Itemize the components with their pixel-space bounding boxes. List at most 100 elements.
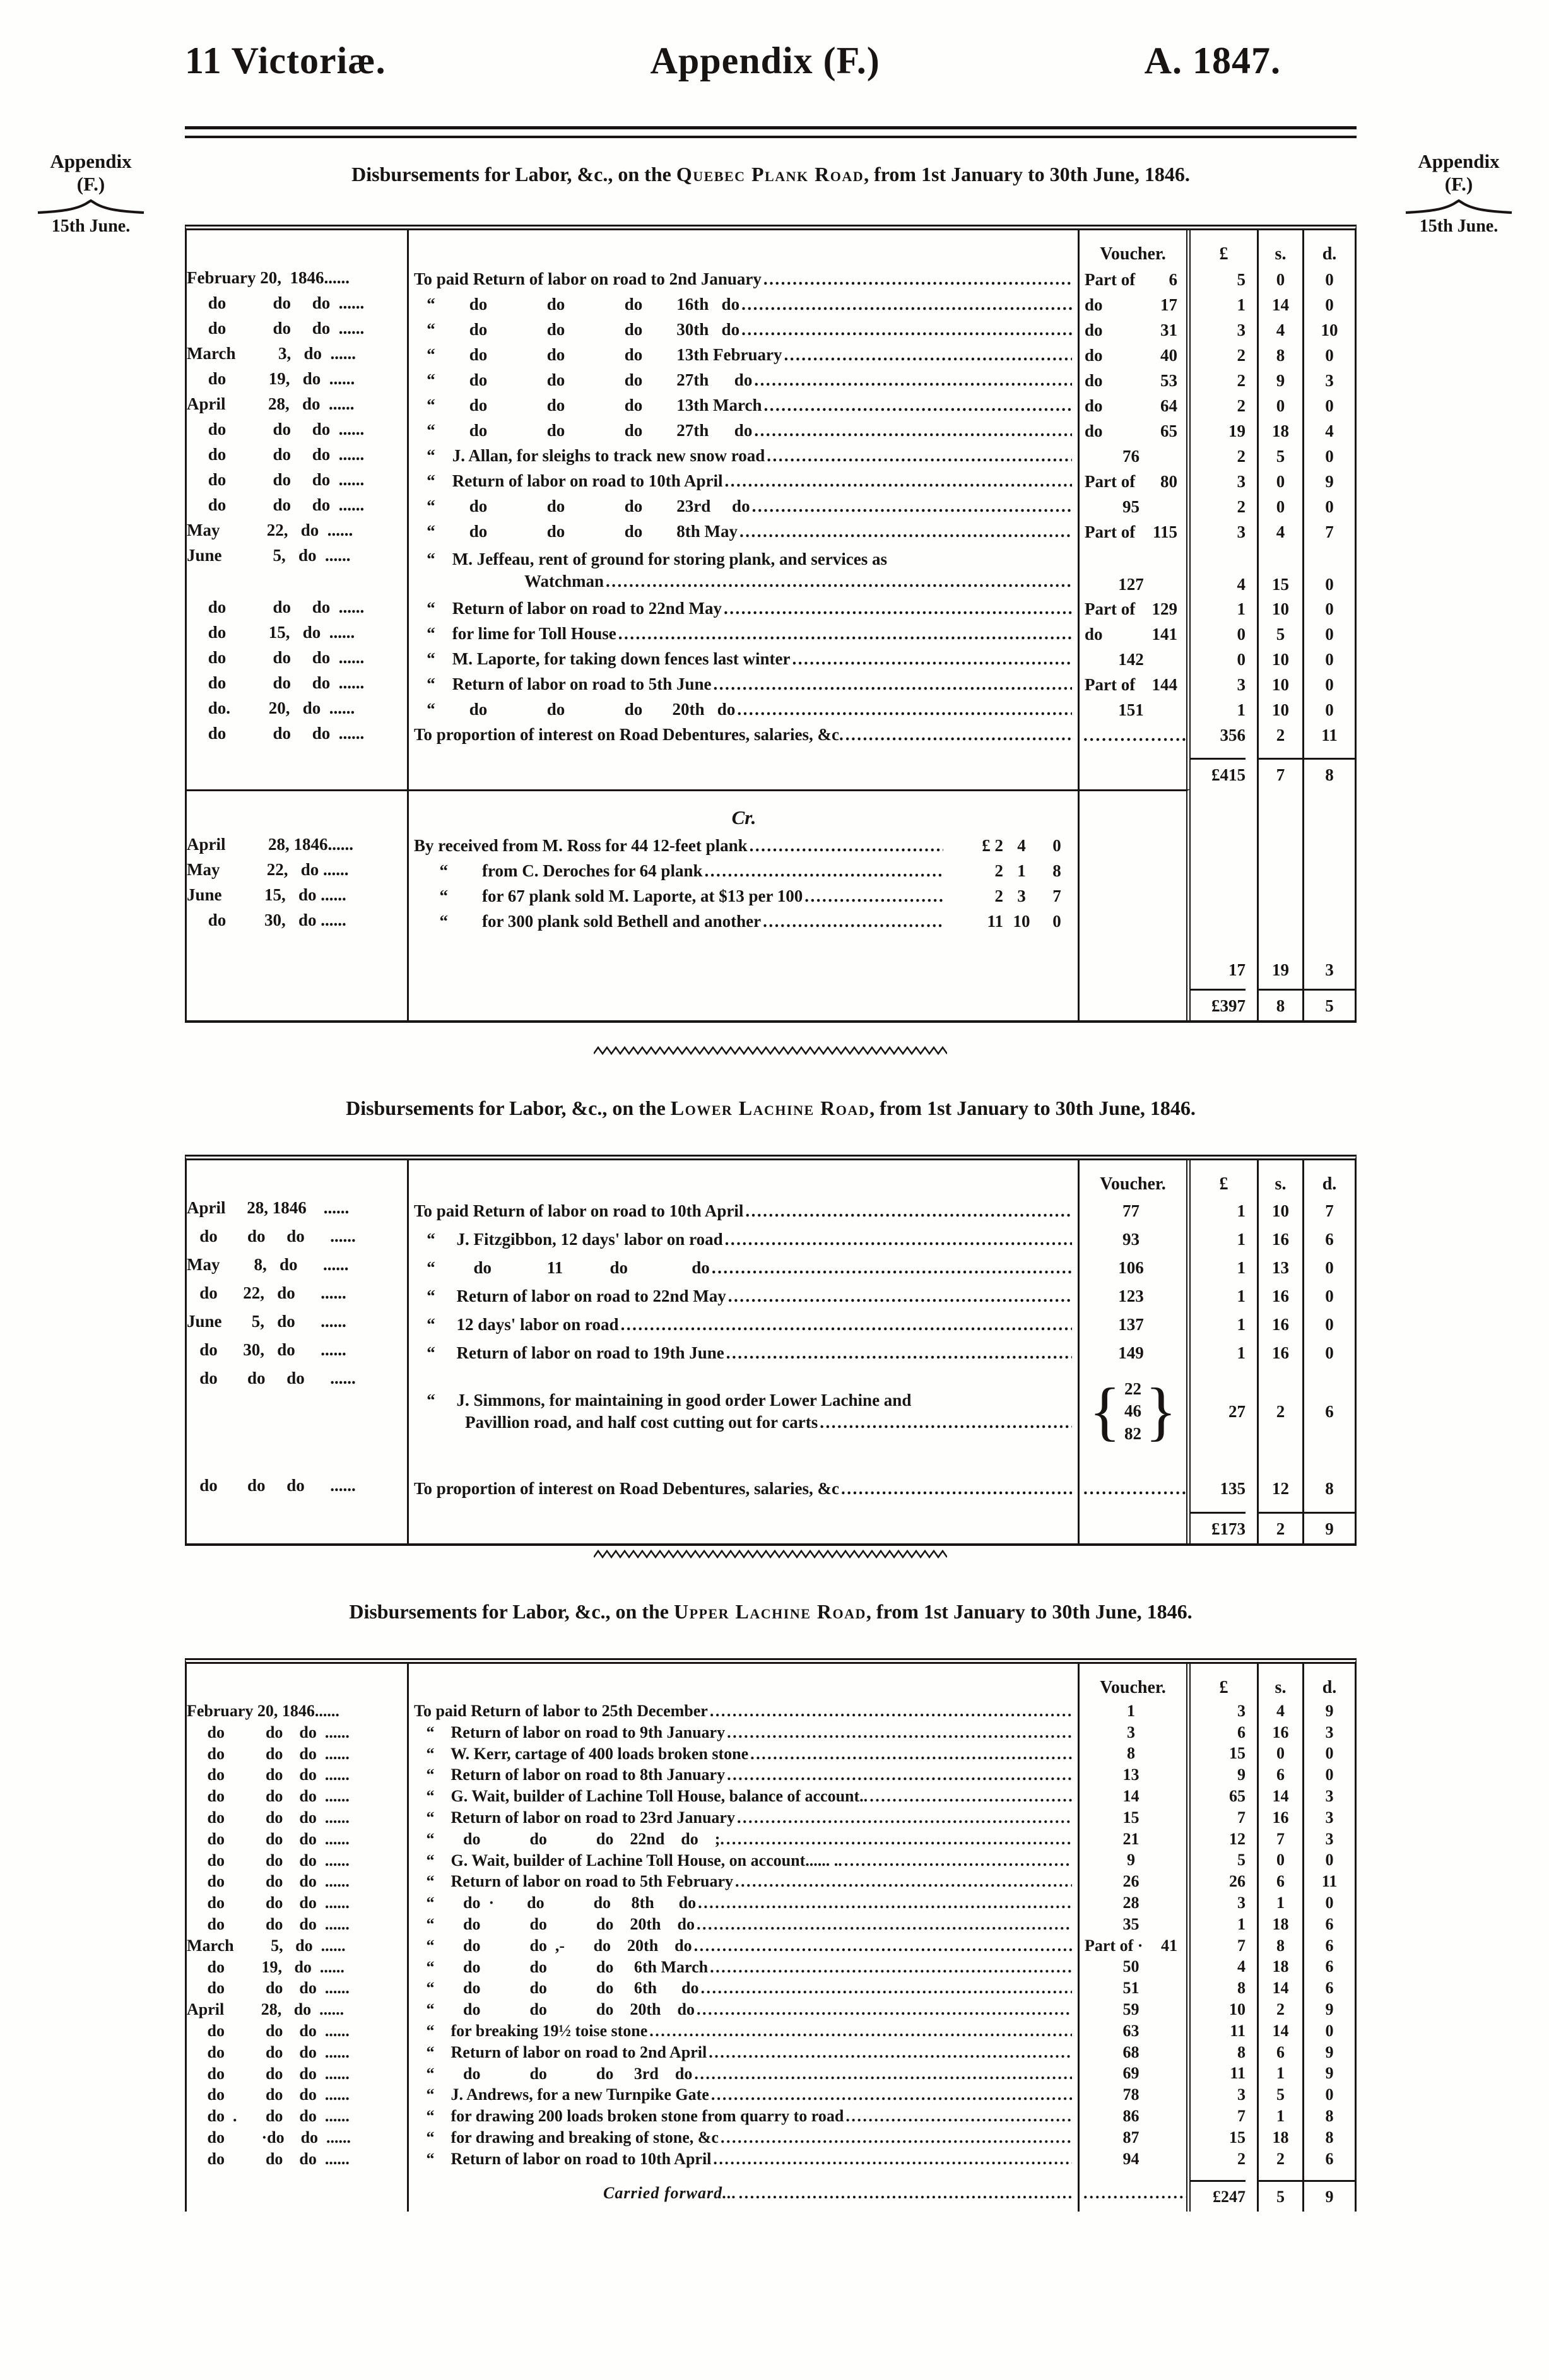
amount-pounds-cell: 3: [1191, 672, 1259, 697]
voucher-cell: Part of 115: [1080, 519, 1191, 545]
voucher-cell: [1080, 1503, 1191, 1507]
voucher-entry: 94: [1080, 2150, 1186, 2169]
amount-shillings-cell: 2: [1259, 1507, 1304, 1543]
description-cell: “ G. Wait, builder of Lachine Toll House…: [409, 1849, 1080, 1871]
voucher-cell: [1080, 748, 1191, 753]
table-row: do do do ...... “ Return of labor on roa…: [187, 1764, 1355, 1786]
table-row: do 22, do ...... “ Return of labor on ro…: [187, 1282, 1355, 1311]
amount-shillings-cell: [1259, 934, 1304, 956]
amount-shillings-cell: 10: [1259, 1197, 1304, 1225]
date-cell: June 5, do ......: [187, 545, 409, 596]
table-row: do. 20, do ...... “ do do do 20th do 151 1…: [187, 697, 1355, 722]
table-row: do do do ...... “ J. Andrews, for a new …: [187, 2084, 1355, 2106]
wavy-separator: [594, 1550, 947, 1558]
date-cell: [187, 230, 409, 267]
voucher-prefix: Part of ·: [1085, 1936, 1143, 1955]
description-cell: [409, 748, 1080, 753]
table-row: May 22, do ...... “ do do do 8th May Part…: [187, 519, 1355, 545]
voucher-entry: 26: [1080, 1872, 1186, 1891]
date-text: do . do do ......: [187, 2107, 350, 2126]
amount-pounds-cell: [1191, 794, 1259, 802]
dotted-leader: [728, 1285, 1072, 1307]
date-cell: [187, 748, 409, 753]
amount-shillings-cell: 9: [1259, 368, 1304, 393]
dotted-leader: [649, 2020, 1072, 2042]
inline-amount-pounds: £ 2: [982, 836, 1003, 856]
voucher-cell: [1080, 934, 1191, 956]
amount-pounds-cell: 11: [1191, 2063, 1259, 2085]
amount-pence-cell: 9: [1304, 1507, 1355, 1543]
amount-pounds-cell: 3: [1191, 2084, 1259, 2106]
date-cell: do do do ......: [187, 1892, 409, 1914]
description-text: “ for 300 plank sold Bethell and another: [414, 912, 762, 931]
amount-pounds-cell: 6: [1191, 1721, 1259, 1743]
voucher-cell: 35: [1080, 1913, 1191, 1935]
description-line: “ do do do 8th May: [414, 521, 1074, 543]
date-text: May 22, do ......: [187, 860, 349, 879]
header-double-rule: [185, 126, 1357, 138]
title-text: , from 1st January to 30th June, 1846.: [866, 1600, 1193, 1623]
table-row: [187, 1503, 1355, 1507]
date-cell: May 8, do ......: [187, 1254, 409, 1282]
amount-pounds-cell: 65: [1191, 1786, 1259, 1807]
voucher-cell: 86: [1080, 2106, 1191, 2127]
amount-pounds-cell: 135: [1191, 1475, 1259, 1503]
table-row: do do do ...... “ J. Simmons, for mainta…: [187, 1367, 1355, 1456]
brace-icon: [1405, 199, 1512, 215]
date-cell: June 15, do ......: [187, 884, 409, 909]
voucher-cell: 26: [1080, 1871, 1191, 1893]
description-line: “ do do do 27th do: [414, 369, 1074, 391]
left-brace: {: [1089, 1375, 1121, 1448]
description-text: “ for 67 plank sold M. Laporte, at $13 p…: [414, 887, 803, 906]
date-text: do do do ......: [187, 319, 365, 338]
description-cell: “ Return of labor on road to 22nd May: [409, 1282, 1080, 1311]
description-line: “ J. Fitzgibbon, 12 days' labor on road: [414, 1228, 1074, 1251]
description-text: “ do do do 27th do: [414, 370, 753, 390]
margin-note-left: Appendix (F.) 15th June.: [23, 150, 159, 237]
dotted-leader: [752, 495, 1072, 517]
amount-shillings-cell: 4: [1259, 1700, 1304, 1722]
voucher-prefix: Part of: [1085, 599, 1136, 618]
description-text: Pavillion road, and half cost cutting ou…: [414, 1413, 818, 1432]
amount-pounds-cell: 1: [1191, 1197, 1259, 1225]
description-line: To proportion of interest on Road Debent…: [414, 1478, 1074, 1500]
dotted-leader: [606, 570, 1072, 592]
voucher-number: 31: [1160, 320, 1177, 339]
date-cell: do do do ......: [187, 494, 409, 519]
voucher-number: 35: [1122, 1914, 1140, 1933]
pence-column-header: d.: [1322, 1174, 1337, 1194]
voucher-cell: [1080, 956, 1191, 984]
amount-pounds-cell: 1: [1191, 1225, 1259, 1254]
amount-pence-cell: 0: [1325, 2021, 1334, 2040]
amount-shillings-cell: [1259, 794, 1304, 802]
description-text: “ do do do 22nd do ;.: [414, 1829, 724, 1848]
table-row: 17 19 3: [187, 956, 1355, 984]
voucher-prefix: Part of: [1085, 522, 1136, 541]
voucher-cell: do 17: [1080, 292, 1191, 317]
description-line: “ for drawing 200 loads broken stone fro…: [414, 2106, 1074, 2127]
voucher-cell: 69: [1080, 2063, 1191, 2085]
title-text: , from 1st January to 30th June, 1846.: [864, 163, 1190, 186]
amount-pence-cell: 6: [1325, 1979, 1334, 1998]
voucher-cell: [1080, 789, 1191, 794]
voucher-number: 142: [1118, 649, 1144, 669]
description-cell: “ J. Simmons, for maintaining in good or…: [409, 1367, 1080, 1456]
description-text: “ do do do 20th do: [414, 700, 736, 719]
amount-pounds-cell: 2: [1191, 494, 1259, 519]
date-cell: June 5, do ......: [187, 1311, 409, 1339]
voucher-entry: 8: [1080, 1744, 1186, 1763]
voucher-cell: 8: [1080, 1743, 1191, 1765]
voucher-number-stack: 22 46 82: [1124, 1378, 1141, 1444]
amount-pence-cell: 5: [1304, 984, 1355, 1020]
date-cell: [187, 956, 409, 984]
dotted-leader: [745, 1200, 1072, 1222]
description-text: “ do do ,- do 20th do: [414, 1936, 692, 1955]
description-line: “ do do do 27th do: [414, 420, 1074, 442]
voucher-cell: 77: [1080, 1197, 1191, 1225]
description-text: By received from M. Ross for 44 12-feet …: [414, 836, 748, 856]
date-cell: do do do ......: [187, 1764, 409, 1786]
description-line: “ J. Andrews, for a new Turnpike Gate: [414, 2084, 1074, 2106]
voucher-number: 17: [1160, 295, 1177, 314]
table-row: do do do ...... “ do do do 20th do 35 118 6: [187, 1913, 1355, 1935]
table-row: £415 7 8: [187, 753, 1355, 789]
